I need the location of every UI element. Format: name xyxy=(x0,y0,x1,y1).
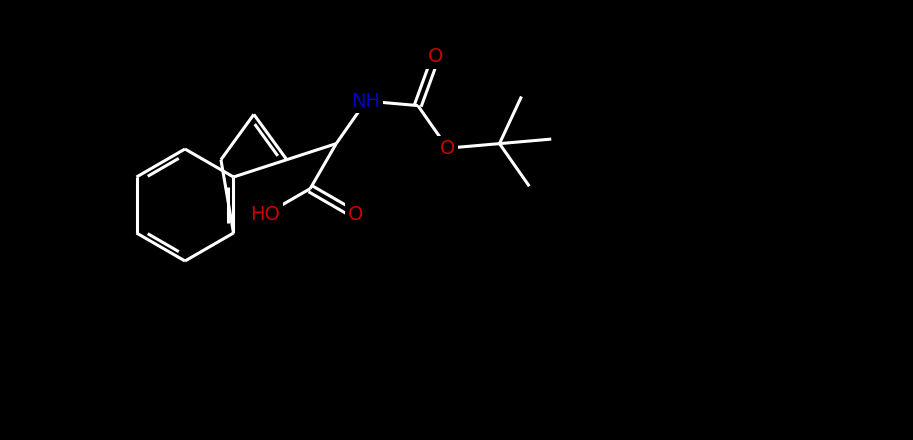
Text: NH: NH xyxy=(352,92,381,110)
Text: O: O xyxy=(440,139,456,158)
Text: O: O xyxy=(348,205,363,224)
Text: O: O xyxy=(428,47,444,66)
Text: HO: HO xyxy=(250,205,280,224)
